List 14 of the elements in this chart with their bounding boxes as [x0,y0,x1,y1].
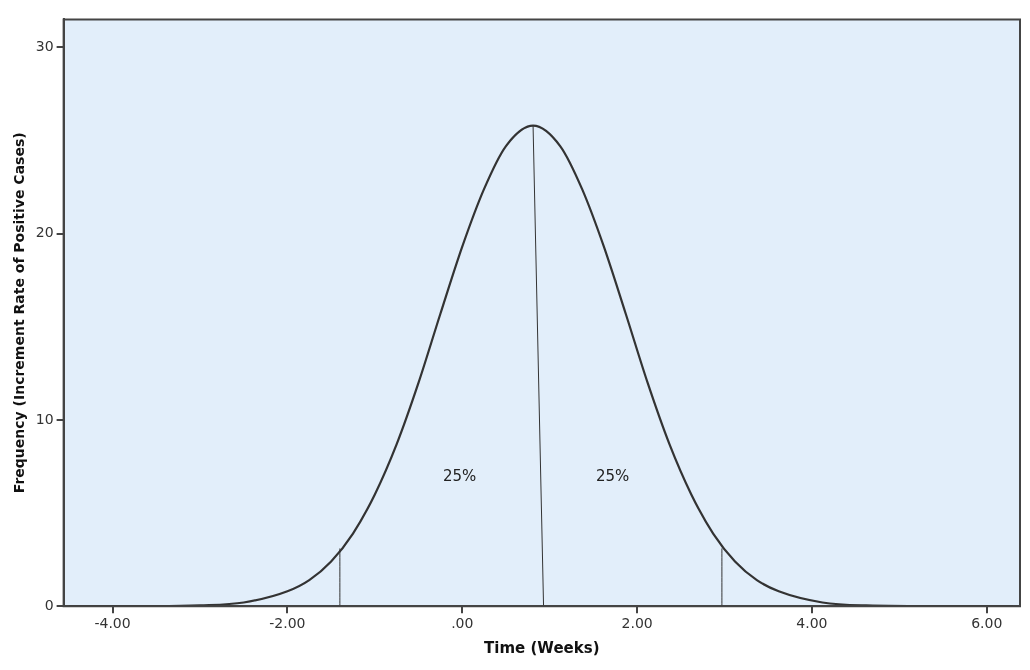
y-tick-label: 0 [44,596,54,613]
x-axis-title: Time (Weeks) [484,638,600,657]
x-tick-label: .00 [451,615,474,632]
annotation: 25% [595,466,630,485]
y-tick-label: 20 [35,224,54,241]
x-tick-label: 4.00 [796,615,828,632]
y-tick-label: 30 [35,37,54,54]
x-tick-label: -2.00 [269,615,306,632]
annotation: 25% [442,466,477,485]
x-tick-label: 6.00 [971,615,1003,632]
y-tick-label: 10 [35,410,54,427]
x-tick-label: 2.00 [621,615,653,632]
y-axis-title: Frequency (Increment Rate of Positive Cases) [11,132,28,494]
x-tick-label: -4.00 [94,615,131,632]
